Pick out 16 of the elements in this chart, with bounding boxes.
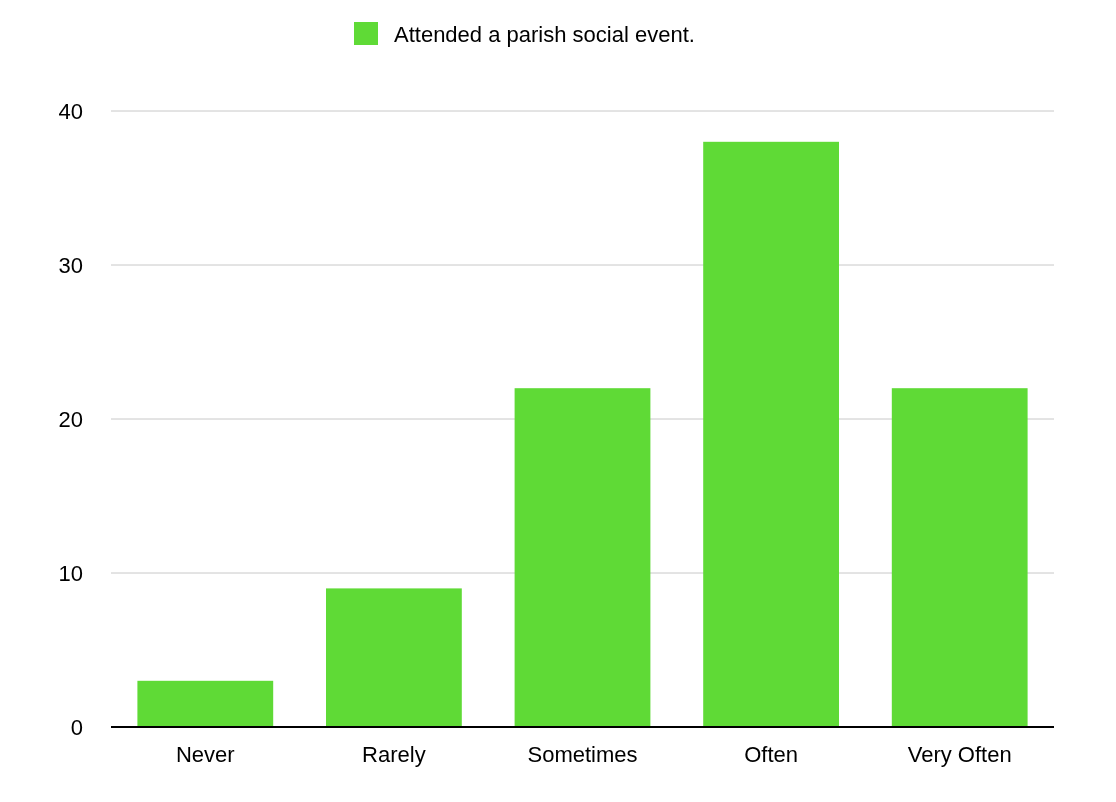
y-tick-label: 20 xyxy=(58,406,83,432)
x-tick-label: Often xyxy=(744,742,799,767)
x-tick-label: Never xyxy=(175,742,235,767)
bar xyxy=(137,680,274,727)
bar xyxy=(326,588,462,727)
y-tick-label: 0 xyxy=(70,714,83,740)
x-tick-label: Sometimes xyxy=(527,742,638,767)
y-tick-label: 10 xyxy=(58,560,83,586)
y-tick-label: 40 xyxy=(58,98,83,124)
y-tick-label: 30 xyxy=(58,252,83,278)
x-tick-label: Rarely xyxy=(362,742,426,767)
bar xyxy=(891,388,1028,727)
x-tick-label: Very Often xyxy=(907,742,1012,767)
bar xyxy=(514,388,651,727)
legend-label: Attended a parish social event. xyxy=(394,21,695,47)
bar xyxy=(703,141,839,727)
